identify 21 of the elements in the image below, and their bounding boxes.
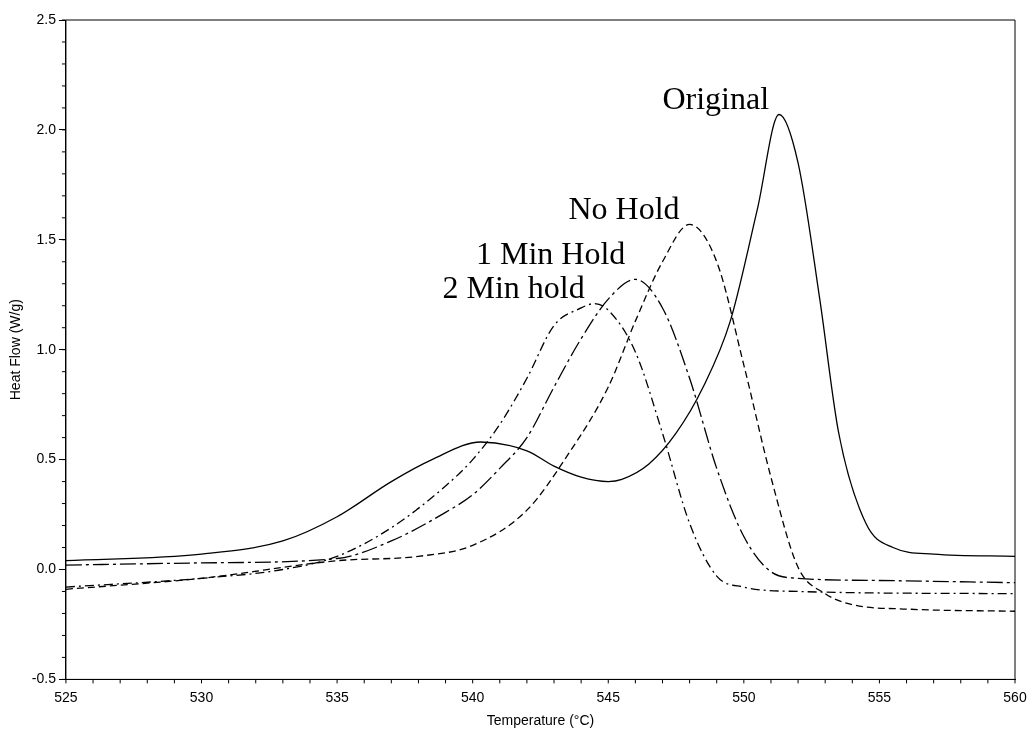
x-tick-label: 545 xyxy=(596,688,621,705)
x-tick-label: 550 xyxy=(732,688,756,705)
series-label: 2 Min hold xyxy=(442,268,585,305)
x-tick-label: 555 xyxy=(867,688,892,705)
y-tick-label: 0.0 xyxy=(36,560,57,577)
series-label: No Hold xyxy=(568,189,680,226)
x-tick-label: 530 xyxy=(189,688,214,705)
x-tick-label: 560 xyxy=(1003,688,1027,705)
series-label: Original xyxy=(662,79,770,116)
y-tick-label: 0.5 xyxy=(36,450,57,467)
x-tick-label: 525 xyxy=(54,688,78,705)
y-tick-label: -0.5 xyxy=(31,670,57,687)
y-axis-title: Heat Flow (W/g) xyxy=(7,299,24,401)
series-label: 1 Min Hold xyxy=(476,234,626,271)
y-tick-label: 1.5 xyxy=(36,230,57,247)
y-tick-label: 2.5 xyxy=(36,10,57,27)
x-axis-title: Temperature (°C) xyxy=(486,712,595,729)
x-tick-label: 540 xyxy=(460,688,485,705)
y-tick-label: 2.0 xyxy=(36,120,57,137)
x-tick-label: 535 xyxy=(325,688,349,705)
y-tick-label: 1.0 xyxy=(36,340,57,357)
